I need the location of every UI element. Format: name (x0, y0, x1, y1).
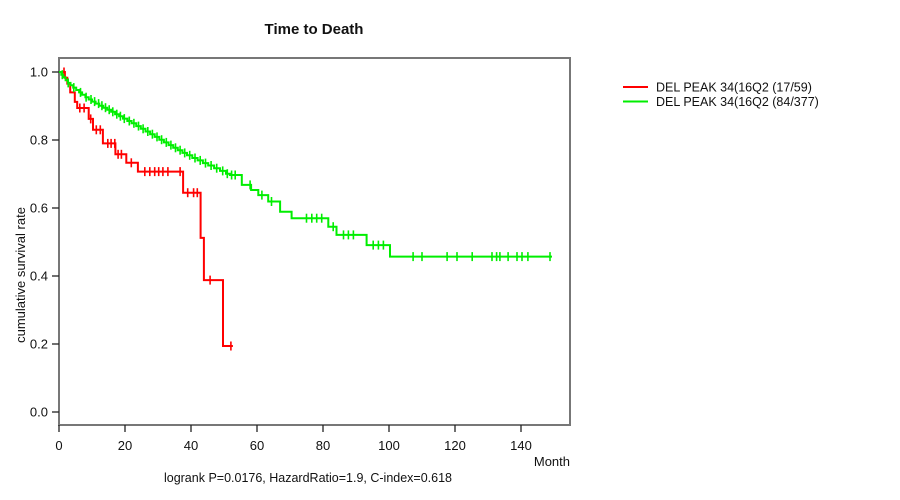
x-axis-tick-label: 40 (184, 438, 198, 453)
y-axis-tick-label: 0.8 (30, 133, 48, 148)
y-axis-tick-label: 0.2 (30, 337, 48, 352)
y-axis-tick-label: 1.0 (30, 65, 48, 80)
legend: DEL PEAK 34(16Q2 (17/59) DEL PEAK 34(16Q… (623, 81, 819, 109)
survival-curve-group-2 (59, 71, 552, 258)
legend-label-group-2: DEL PEAK 34(16Q2 (84/377) (656, 95, 819, 109)
x-axis-tick-label: 80 (316, 438, 330, 453)
y-axis-tick-label: 0.0 (30, 405, 48, 420)
x-axis-tick-label: 60 (250, 438, 264, 453)
y-axis-tick-label: 0.6 (30, 201, 48, 216)
legend-label-group-1: DEL PEAK 34(16Q2 (17/59) (656, 81, 812, 95)
stats-annotation: logrank P=0.0176, HazardRatio=1.9, C-ind… (164, 471, 452, 485)
y-axis-tick-label: 0.4 (30, 269, 48, 284)
x-axis-tick-label: 0 (55, 438, 62, 453)
x-axis-tick-label: 120 (444, 438, 466, 453)
survival-curve-group-1 (59, 71, 233, 347)
x-axis-tick-label: 20 (118, 438, 132, 453)
plot-generated-layer: 0 20 40 60 80 100 120 140 0.0 0.2 0.4 0.6 0.8 1.0 (30, 57, 571, 453)
plot-box (58, 57, 571, 426)
x-axis-tick-label: 140 (510, 438, 532, 453)
y-axis-label: cumulative survival rate (13, 207, 28, 343)
x-axis-label: Month (534, 454, 570, 469)
plot-title: Time to Death (265, 21, 364, 38)
x-axis-tick-label: 100 (378, 438, 400, 453)
